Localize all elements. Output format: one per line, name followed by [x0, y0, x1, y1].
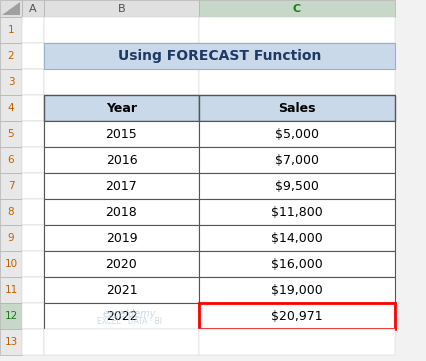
Text: 12: 12: [4, 311, 17, 321]
Text: $19,000: $19,000: [271, 283, 322, 296]
Bar: [0, 199, 22, 225]
Bar: [22, 95, 44, 121]
Bar: [0, 95, 22, 121]
Text: B: B: [118, 4, 125, 13]
Bar: [22, 329, 44, 355]
Bar: [22, 303, 44, 329]
Text: Year: Year: [106, 101, 137, 114]
Bar: [22, 199, 44, 225]
Text: 4: 4: [8, 103, 14, 113]
Text: 1: 1: [8, 25, 14, 35]
Text: 8: 8: [8, 207, 14, 217]
Text: 9: 9: [8, 233, 14, 243]
Text: $9,500: $9,500: [274, 179, 318, 192]
Bar: [199, 69, 394, 95]
Bar: [199, 225, 394, 251]
Text: 11: 11: [4, 285, 17, 295]
Text: 2017: 2017: [105, 179, 137, 192]
Text: Sales: Sales: [278, 101, 315, 114]
Bar: [44, 17, 199, 43]
Bar: [0, 121, 22, 147]
Text: 2021: 2021: [106, 283, 137, 296]
Text: 10: 10: [4, 259, 17, 269]
Bar: [0, 329, 22, 355]
Bar: [0, 277, 22, 303]
Bar: [44, 303, 199, 329]
Bar: [44, 0, 199, 17]
Bar: [199, 329, 394, 355]
Bar: [0, 43, 22, 69]
Bar: [22, 225, 44, 251]
Bar: [44, 173, 199, 199]
Text: $16,000: $16,000: [271, 257, 322, 270]
Text: $14,000: $14,000: [271, 231, 322, 244]
Bar: [22, 251, 44, 277]
Bar: [44, 121, 199, 147]
Text: 2016: 2016: [106, 153, 137, 166]
Bar: [22, 43, 44, 69]
Text: 2019: 2019: [106, 231, 137, 244]
Bar: [22, 121, 44, 147]
Bar: [0, 225, 22, 251]
Bar: [22, 277, 44, 303]
Text: 2015: 2015: [105, 127, 137, 140]
Bar: [22, 17, 44, 43]
Text: $7,000: $7,000: [274, 153, 318, 166]
Bar: [44, 95, 199, 121]
Text: A: A: [29, 4, 37, 13]
Bar: [0, 0, 22, 17]
Text: $11,800: $11,800: [271, 205, 322, 218]
Bar: [44, 277, 199, 303]
Bar: [199, 95, 394, 121]
Bar: [0, 251, 22, 277]
Bar: [22, 69, 44, 95]
Bar: [44, 69, 199, 95]
Text: $20,971: $20,971: [271, 309, 322, 322]
Bar: [44, 199, 199, 225]
Bar: [199, 251, 394, 277]
Bar: [44, 251, 199, 277]
Bar: [199, 199, 394, 225]
Bar: [199, 121, 394, 147]
Bar: [0, 173, 22, 199]
Text: $5,000: $5,000: [274, 127, 318, 140]
Bar: [199, 277, 394, 303]
Text: 5: 5: [8, 129, 14, 139]
Text: EXCEL · DATA · BI: EXCEL · DATA · BI: [97, 318, 161, 326]
Text: 2: 2: [8, 51, 14, 61]
Bar: [199, 303, 394, 329]
Bar: [22, 147, 44, 173]
Polygon shape: [2, 2, 20, 15]
Bar: [44, 329, 199, 355]
Bar: [0, 303, 22, 329]
Bar: [22, 173, 44, 199]
Bar: [22, 0, 44, 17]
Bar: [44, 43, 394, 69]
Text: 2022: 2022: [106, 309, 137, 322]
Bar: [199, 17, 394, 43]
Bar: [199, 147, 394, 173]
Bar: [0, 69, 22, 95]
Text: 7: 7: [8, 181, 14, 191]
Bar: [199, 0, 394, 17]
Bar: [44, 225, 199, 251]
Text: 13: 13: [4, 337, 17, 347]
Text: 2020: 2020: [105, 257, 137, 270]
Bar: [199, 173, 394, 199]
Bar: [0, 147, 22, 173]
Text: exceldemy: exceldemy: [102, 309, 155, 319]
Bar: [0, 17, 22, 43]
Text: 3: 3: [8, 77, 14, 87]
Text: 6: 6: [8, 155, 14, 165]
Text: C: C: [292, 4, 300, 13]
Text: 2018: 2018: [105, 205, 137, 218]
Text: Using FORECAST Function: Using FORECAST Function: [118, 49, 320, 63]
Bar: [44, 147, 199, 173]
